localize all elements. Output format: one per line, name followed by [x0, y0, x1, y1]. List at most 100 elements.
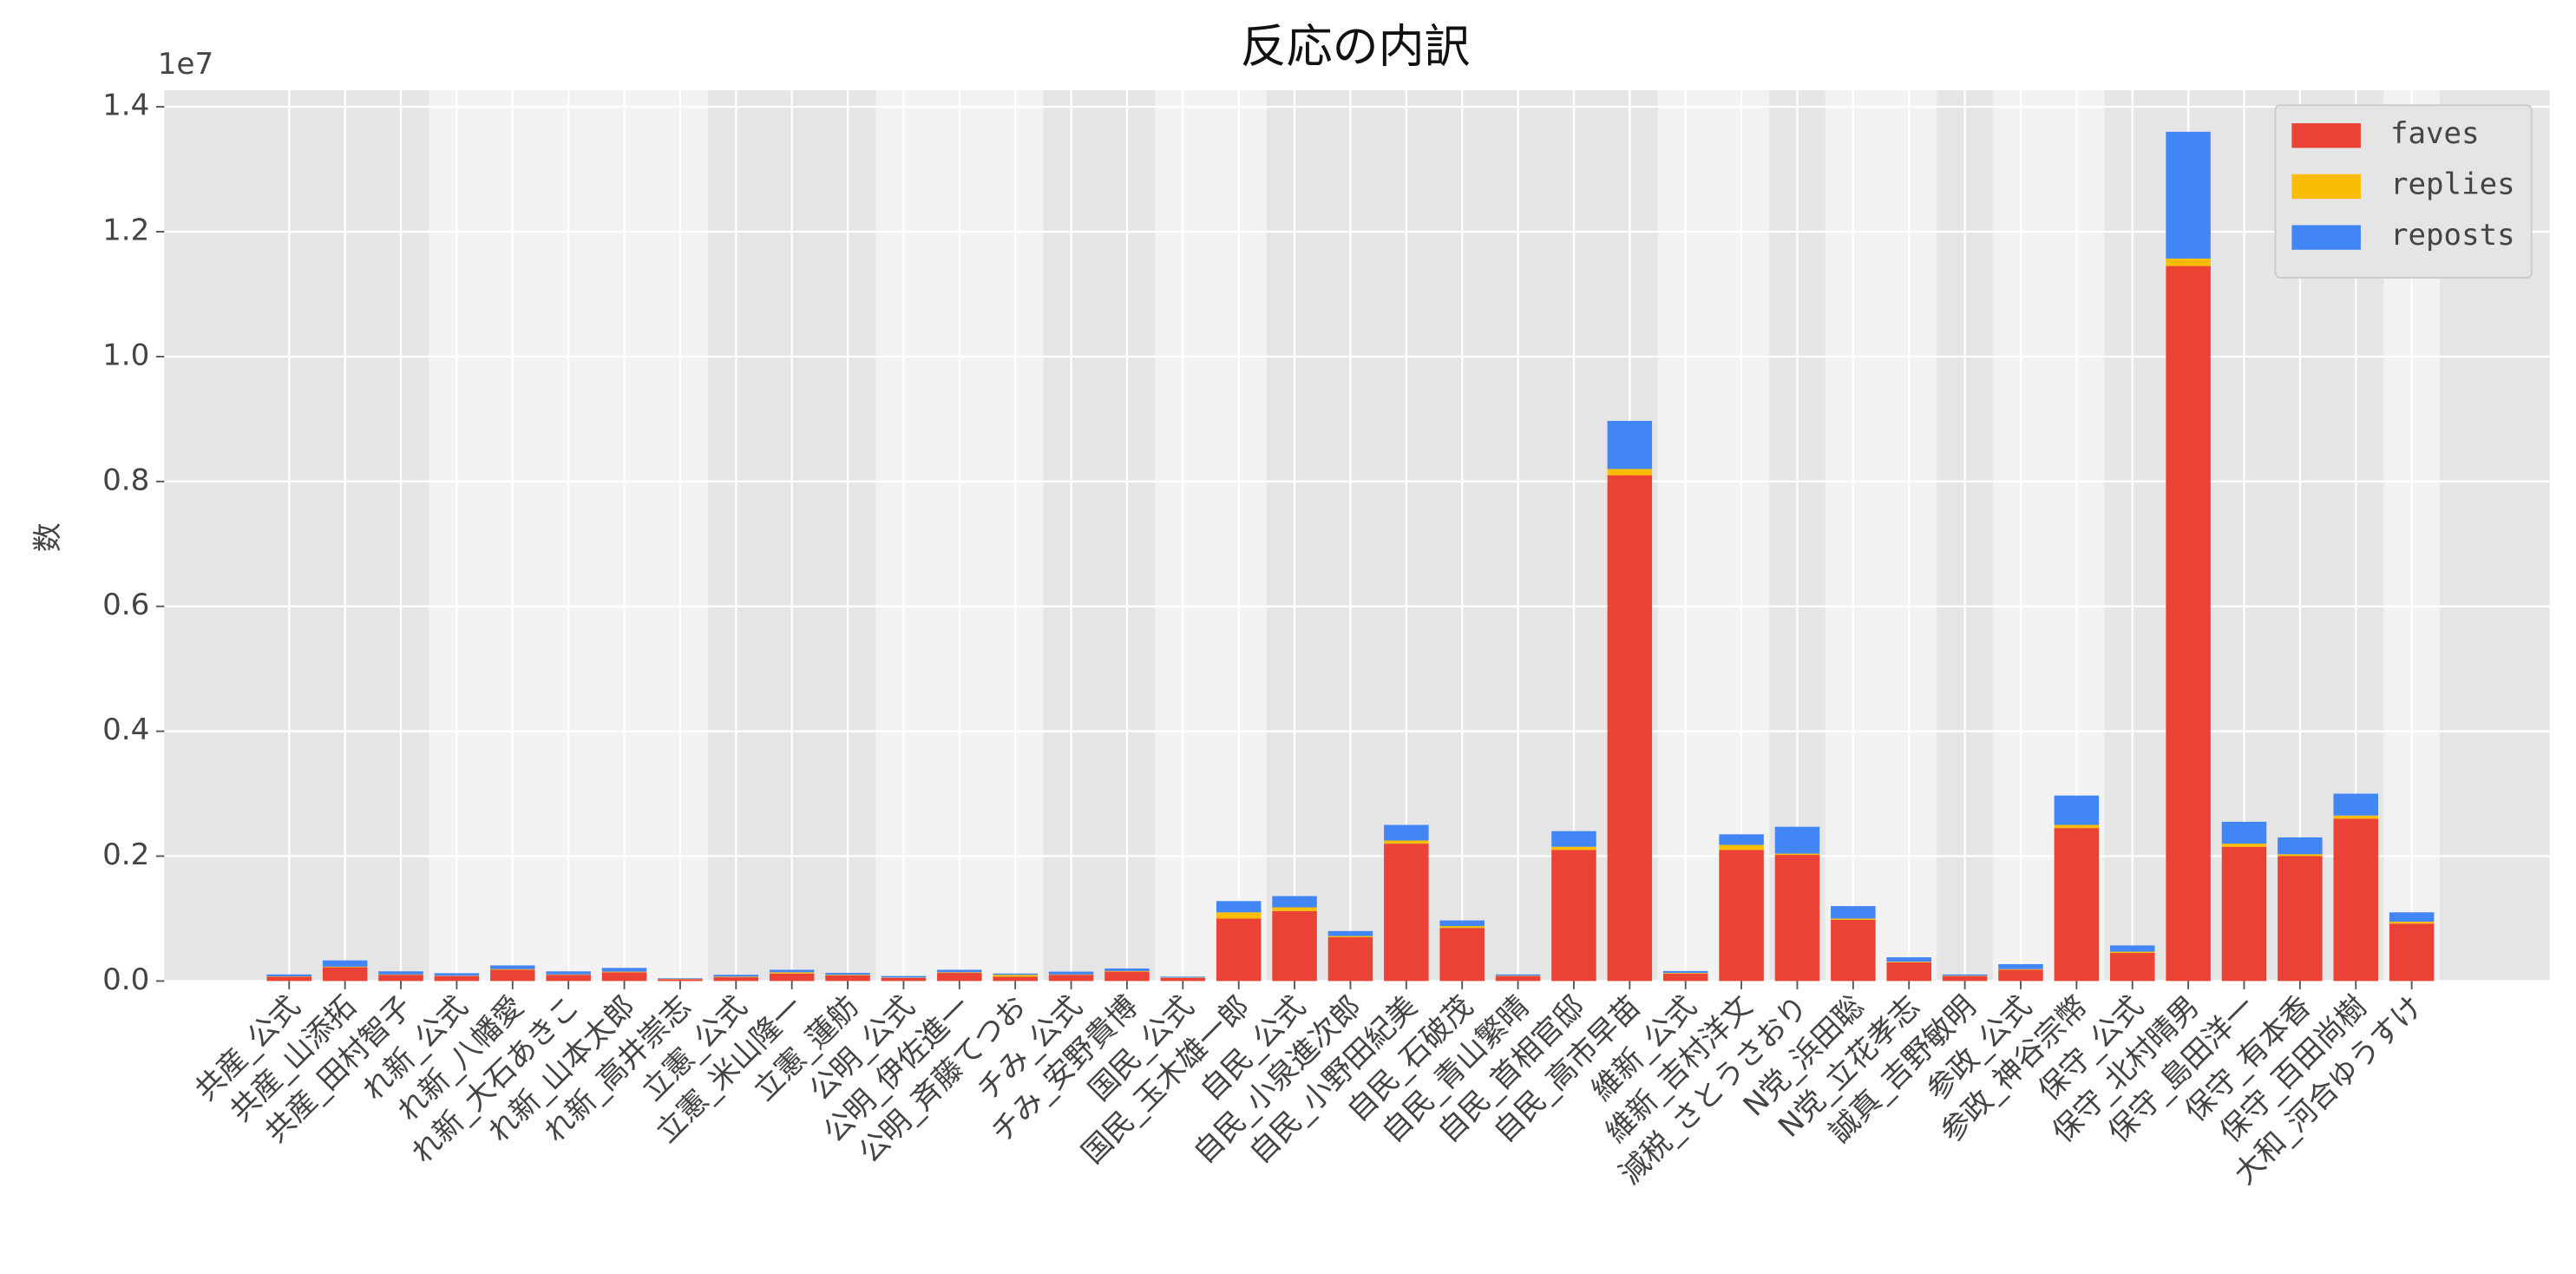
bar-segment — [601, 972, 647, 982]
bar-segment — [937, 972, 982, 974]
bar-segment — [1774, 853, 1820, 856]
bar-segment — [1774, 855, 1820, 982]
bar-segment — [490, 965, 535, 969]
bar-segment — [2109, 951, 2155, 954]
bar-segment — [378, 971, 423, 975]
legend-swatch — [2291, 225, 2361, 250]
bar-segment — [1998, 969, 2043, 970]
y-tick-label: 0.4 — [102, 713, 149, 747]
bar-segment — [1384, 844, 1429, 982]
bar-segment — [266, 976, 312, 982]
bar-segment — [1662, 973, 1708, 974]
bar-segment — [1439, 920, 1485, 927]
bar-segment — [881, 977, 927, 982]
bar-segment — [1439, 926, 1485, 929]
bar-segment — [825, 973, 870, 975]
bar-segment — [1384, 840, 1429, 844]
bar-segment — [1327, 930, 1373, 936]
bar-segment — [1551, 831, 1596, 847]
bar-segment — [1831, 919, 1876, 982]
bar-segment — [1719, 834, 1764, 845]
bar-segment — [601, 971, 647, 973]
bar-segment — [1272, 896, 1317, 908]
y-offset-label: 1e7 — [158, 47, 213, 82]
bar-segment — [658, 979, 703, 982]
group-band — [1155, 90, 1267, 982]
y-tick-label: 1.4 — [102, 89, 149, 123]
bar-segment — [2333, 815, 2379, 819]
bar-segment — [2278, 837, 2323, 855]
y-tick-label: 0.6 — [102, 588, 149, 622]
bar-segment — [993, 975, 1038, 977]
bar-segment — [546, 975, 591, 982]
bar-segment — [1607, 420, 1653, 470]
bar-segment — [1048, 971, 1094, 975]
bar-segment — [1551, 850, 1596, 982]
bar-segment — [1327, 937, 1373, 982]
legend-label: reposts — [2390, 218, 2515, 253]
y-tick-label: 1.0 — [102, 338, 149, 372]
bar-segment — [1216, 918, 1262, 982]
bar-segment — [2221, 821, 2267, 844]
bar-segment — [713, 977, 759, 982]
bar-segment — [1774, 826, 1820, 854]
bar-segment — [1216, 912, 1262, 919]
bar-segment — [1551, 846, 1596, 850]
y-tick-label: 0.2 — [102, 837, 149, 872]
legend-swatch — [2291, 123, 2361, 148]
bar-segment — [1719, 844, 1764, 850]
bar-segment — [1104, 969, 1150, 971]
y-tick-label: 0.0 — [102, 962, 149, 997]
bar-segment — [2389, 923, 2435, 982]
bar-segment — [1998, 969, 2043, 982]
bar-segment — [490, 969, 535, 982]
bar-segment — [1831, 906, 1876, 919]
bar-segment — [1495, 975, 1541, 982]
bar-segment — [1104, 971, 1150, 982]
bar-segment — [490, 969, 535, 970]
bar-segment — [1104, 970, 1150, 972]
bar-segment — [378, 975, 423, 982]
bar-segment — [881, 975, 927, 978]
bar-segment — [1719, 850, 1764, 982]
bar-segment — [2221, 846, 2267, 982]
bar-segment — [2054, 824, 2100, 829]
bar-segment — [1272, 910, 1317, 982]
bar-segment — [2221, 844, 2267, 847]
y-axis-label: 数 — [30, 522, 65, 552]
bar-segment — [434, 975, 480, 982]
bar-segment — [769, 972, 815, 974]
legend: faves replies reposts — [2274, 104, 2533, 279]
bar-segment — [322, 960, 368, 967]
bar-segment — [601, 968, 647, 972]
legend-label: faves — [2390, 116, 2480, 151]
bar-segment — [769, 969, 815, 973]
bar-segment — [1831, 918, 1876, 920]
chart-title: 反応の内訳 — [1241, 19, 1471, 73]
bar-segment — [993, 976, 1038, 982]
bar-segment — [769, 973, 815, 982]
bar-segment — [546, 971, 591, 975]
bar-segment — [993, 973, 1038, 975]
bar-segment — [1048, 975, 1094, 982]
bar-segment — [658, 978, 703, 980]
bar-segment — [1662, 973, 1708, 982]
bar-segment — [2389, 922, 2435, 924]
y-tick-label: 0.8 — [102, 463, 149, 497]
bar-segment — [1662, 970, 1708, 974]
bar-segment — [2278, 854, 2323, 857]
bar-segment — [2166, 266, 2211, 982]
bar-segment — [2333, 818, 2379, 982]
bar-segment — [1607, 475, 1653, 982]
y-tick-label: 1.2 — [102, 213, 149, 247]
bar-segment — [1160, 977, 1206, 982]
bar-segment — [1998, 963, 2043, 969]
bar-segment — [825, 975, 870, 982]
bar-segment — [1327, 936, 1373, 938]
bar-segment — [2109, 945, 2155, 952]
bar-segment — [322, 966, 368, 968]
bar-segment — [713, 976, 759, 978]
bar-segment — [937, 973, 982, 982]
bar-segment — [322, 967, 368, 982]
